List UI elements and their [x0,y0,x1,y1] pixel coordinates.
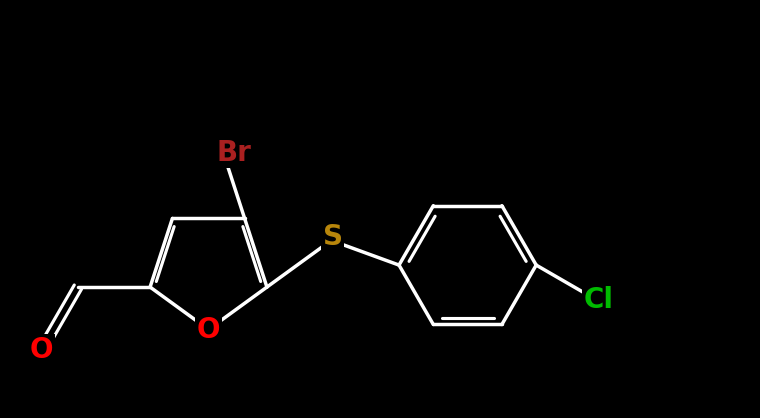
Text: Cl: Cl [584,285,613,314]
Text: O: O [30,336,53,364]
Text: O: O [197,316,220,344]
Text: Br: Br [216,139,251,167]
Text: S: S [323,223,343,251]
